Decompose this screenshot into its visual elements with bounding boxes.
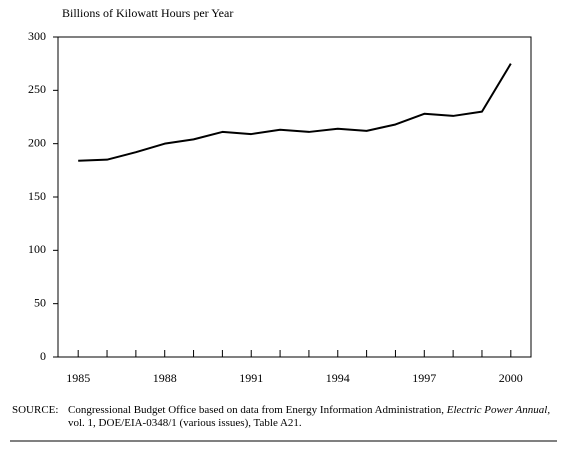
y-tick-label: 100 <box>28 242 46 256</box>
y-tick-label: 300 <box>28 29 46 43</box>
x-tick-label: 1988 <box>153 371 177 385</box>
note-text2: vol. 1, DOE/EIA-0348/1 (various issues),… <box>68 417 302 429</box>
x-tick-label: 1991 <box>239 371 263 385</box>
note-text: Congressional Budget Office based on dat… <box>68 404 444 416</box>
plot-frame <box>57 36 532 358</box>
x-tick-label: 2000 <box>499 371 523 385</box>
note-label: SOURCE: <box>12 404 59 416</box>
y-tick-label: 0 <box>40 349 46 363</box>
x-tick-label: 1994 <box>326 371 350 385</box>
x-tick-label: 1985 <box>66 371 90 385</box>
y-tick-label: 250 <box>28 82 46 96</box>
line-series <box>78 63 512 162</box>
x-tick-label: 1997 <box>412 371 436 385</box>
y-tick-label: 50 <box>34 295 46 309</box>
y-tick-label: 150 <box>28 189 46 203</box>
chart-title: Billions of Kilowatt Hours per Year <box>62 6 233 20</box>
y-tick-label: 200 <box>28 135 46 149</box>
note-italic: Electric Power Annual, <box>446 404 551 416</box>
note-body: Congressional Budget Office based on dat… <box>68 404 558 430</box>
